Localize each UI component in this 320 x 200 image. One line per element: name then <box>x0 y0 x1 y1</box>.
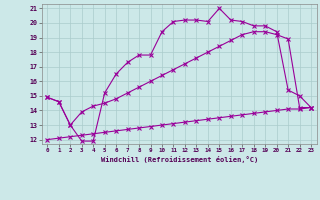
X-axis label: Windchill (Refroidissement éolien,°C): Windchill (Refroidissement éolien,°C) <box>100 156 258 163</box>
